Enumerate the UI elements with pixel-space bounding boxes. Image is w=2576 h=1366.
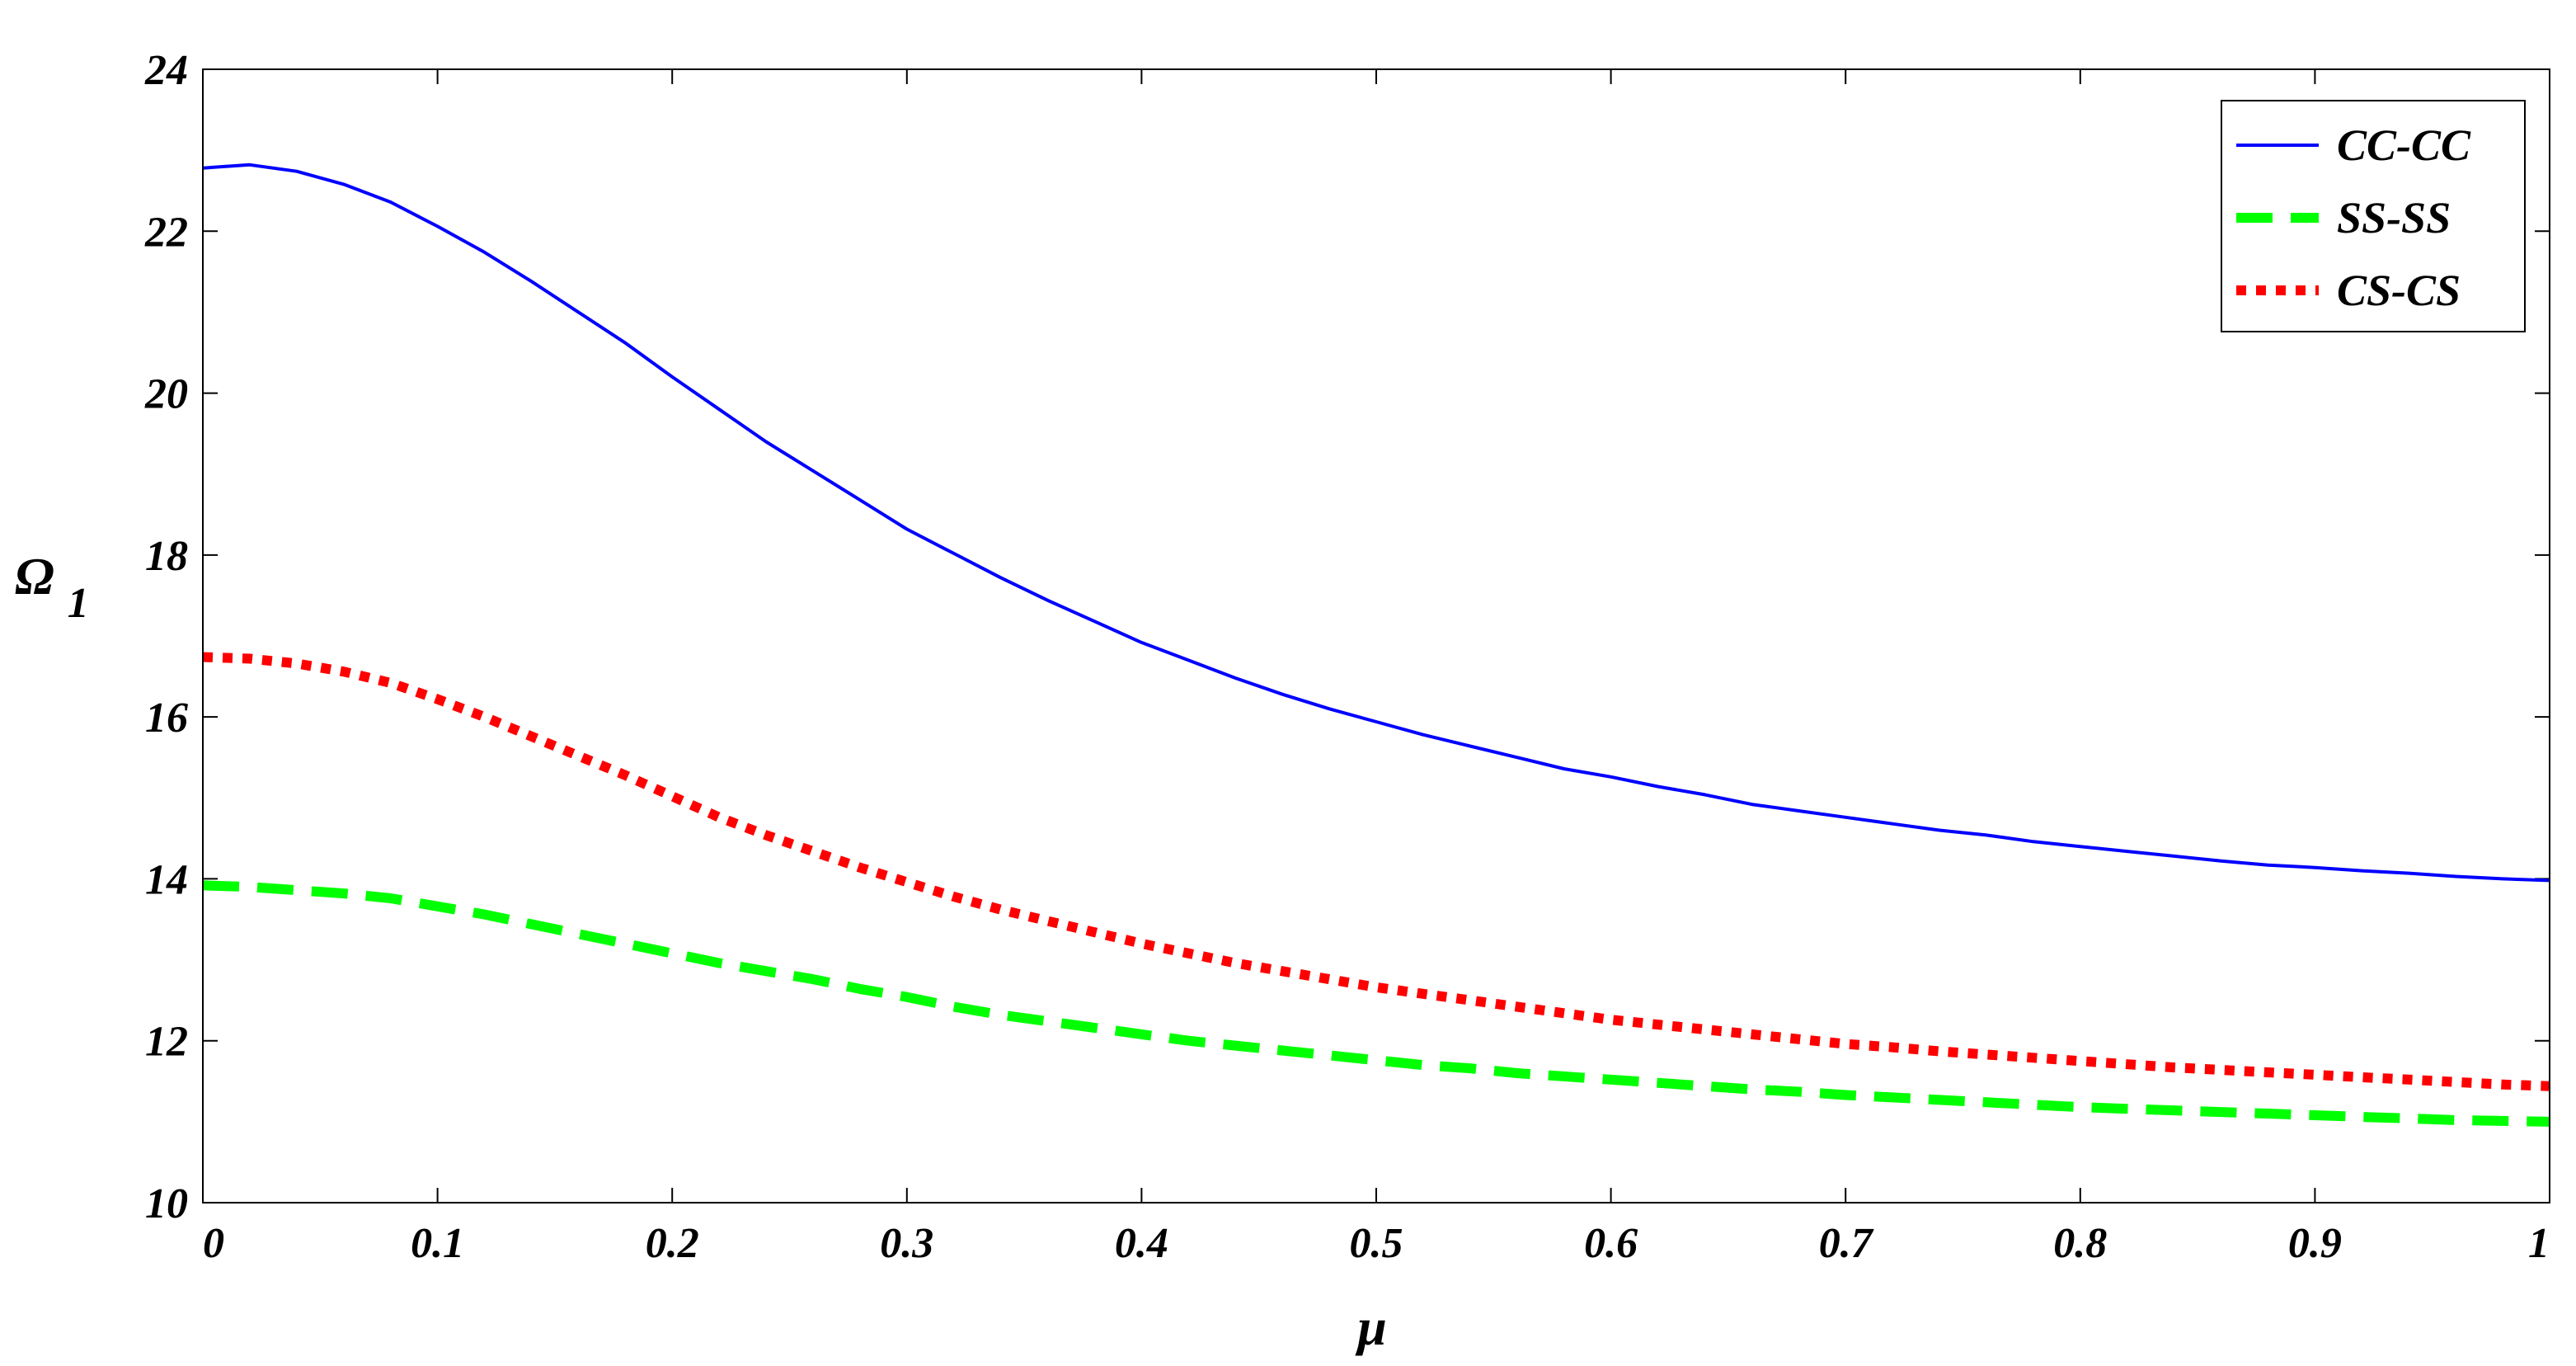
x-tick-label: 0.6 xyxy=(1584,1220,1638,1267)
x-tick-label: 0.1 xyxy=(411,1220,464,1267)
x-axis-title: μ xyxy=(1355,1298,1387,1356)
x-tick-label: 0.7 xyxy=(1819,1220,1874,1267)
x-tick-label: 0.4 xyxy=(1115,1220,1168,1267)
legend: CC-CC SS-SS CS-CS xyxy=(2221,100,2526,332)
x-tick-label: 0 xyxy=(203,1220,224,1267)
legend-label-ss-ss: SS-SS xyxy=(2337,193,2451,243)
y-axis-title-subscript: 1 xyxy=(68,580,89,627)
y-tick-label: 12 xyxy=(145,1019,188,1066)
series-line-cc-cc xyxy=(202,163,2550,883)
y-tick-label: 16 xyxy=(145,695,188,742)
plot-area-frame xyxy=(202,68,2550,1203)
x-tick-label: 0.9 xyxy=(2288,1220,2342,1267)
legend-label-cs-cs: CS-CS xyxy=(2337,266,2461,315)
y-tick-label: 10 xyxy=(145,1180,188,1227)
x-tick-label: 0.8 xyxy=(2053,1220,2107,1267)
series-lines xyxy=(202,163,2550,1127)
y-tick-label: 18 xyxy=(145,533,188,580)
series-line-ss-ss xyxy=(202,880,2550,1127)
x-tick-label: 0.5 xyxy=(1350,1220,1403,1267)
y-tick-label: 24 xyxy=(144,47,188,94)
x-tick-label: 0.2 xyxy=(646,1220,699,1267)
y-tick-label: 22 xyxy=(144,209,188,256)
legend-label-cc-cc: CC-CC xyxy=(2337,120,2471,170)
y-axis-title-main: Ω xyxy=(15,547,54,605)
tick-labels: 0 0.1 0.2 0.3 0.4 0.5 0.6 0.7 0.8 0.9 1 10 12 14 16 18 2… xyxy=(144,47,2550,1267)
y-axis-title: Ω 1 xyxy=(15,547,89,627)
x-tick-label: 0.3 xyxy=(880,1220,933,1267)
y-tick-label: 14 xyxy=(145,856,188,903)
y-tick-label: 20 xyxy=(144,371,188,418)
x-tick-label: 1 xyxy=(2528,1220,2550,1267)
